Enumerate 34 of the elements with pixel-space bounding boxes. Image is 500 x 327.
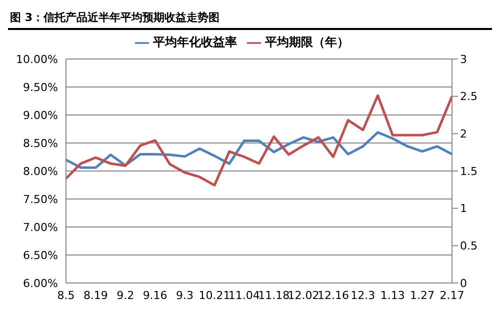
y-tick-label: 9.50% [23,80,58,94]
x-tick-label: 2.17 [440,288,464,302]
x-tick-label: 10.21 [198,288,230,302]
x-tick-label: 1.13 [380,288,405,302]
x-tick-label: 8.5 [57,288,75,302]
x-tick-label: 12.16 [317,288,349,302]
x-tick-label: 9.16 [142,288,168,302]
line-series [64,131,454,169]
y2-tick-label: 0 [460,276,467,290]
x-tick-label: 1.27 [410,288,435,302]
x-tick-label: 11.18 [258,288,290,302]
y-tick-label: 10.00% [16,52,58,66]
y-tick-label: 7.50% [23,192,58,206]
y-tick-label: 8.00% [23,164,58,178]
legend-label: 平均期限（年） [265,35,349,49]
chart-title: 图 3：信托产品近半年平均预期收益走势图 [8,8,492,30]
y-tick-label: 6.00% [23,276,58,290]
y-tick-label: 6.50% [23,248,58,262]
y2-tick-label: 2.5 [460,90,478,104]
x-tick-label: 12.3 [350,288,376,302]
x-tick-label: 11.04 [228,288,260,302]
x-tick-label: 9.2 [116,288,134,302]
x-tick-label: 8.19 [83,288,108,302]
y2-tick-label: 1.5 [460,164,478,178]
y2-tick-label: 3 [460,52,467,66]
y2-tick-label: 2 [460,128,467,141]
x-tick-label: 9.3 [176,288,194,302]
y2-tick-label: 1 [460,202,467,216]
legend-label: 平均年化收益率 [153,35,237,49]
x-tick-label: 12.02 [288,288,320,302]
y-tick-label: 7.00% [23,220,58,234]
y2-tick-label: 0.5 [460,240,478,253]
y-tick-label: 8.50% [23,136,58,150]
y-tick-label: 9.00% [23,108,58,122]
